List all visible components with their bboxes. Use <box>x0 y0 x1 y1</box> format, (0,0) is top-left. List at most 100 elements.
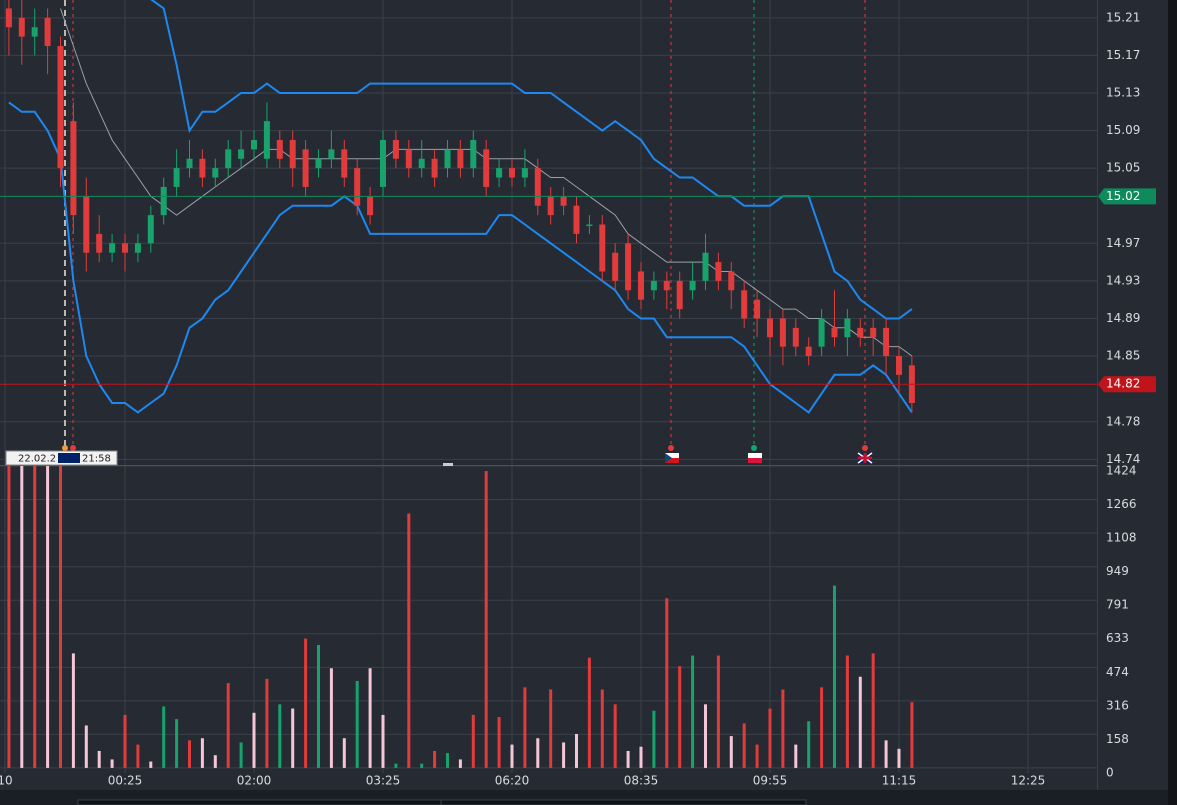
candle-body <box>289 139 296 169</box>
candle-body <box>444 149 451 169</box>
candle-body <box>5 8 12 28</box>
event-dot[interactable] <box>70 445 76 451</box>
volume-bar <box>665 598 669 768</box>
y-tick-label: 15.17 <box>1106 48 1140 62</box>
x-tick-label: 00:25 <box>108 774 143 788</box>
candle-body <box>302 149 309 187</box>
y-tick-label: 14.78 <box>1106 414 1140 428</box>
candle-body <box>625 243 632 291</box>
flag-cz[interactable] <box>665 453 679 463</box>
candle-body <box>57 46 64 169</box>
candle-body <box>276 139 283 159</box>
candle-body <box>857 327 864 338</box>
candle-body <box>870 327 877 338</box>
candle-body <box>405 149 412 169</box>
volume-bar <box>394 763 398 768</box>
candle-body <box>496 168 503 178</box>
y-tick-label: 14.93 <box>1106 273 1140 287</box>
candle-body <box>534 168 541 206</box>
candle-body <box>676 280 683 310</box>
x-tick-label: 10 <box>0 774 13 788</box>
y-tick-label: 15.13 <box>1106 86 1140 100</box>
bollinger-band <box>150 0 913 320</box>
volume-bar <box>613 704 617 768</box>
x-tick-label: 11:15 <box>882 774 917 788</box>
price-badge <box>1098 376 1156 393</box>
volume-bar <box>20 466 24 768</box>
volume-bar <box>381 714 385 768</box>
event-dot[interactable] <box>751 445 757 451</box>
candle-body <box>689 280 696 291</box>
y-tick-label: 949 <box>1106 564 1129 578</box>
volume-bar <box>755 744 759 768</box>
volume-bar <box>729 736 733 768</box>
volume-bar <box>213 755 217 768</box>
candle-body <box>31 27 38 37</box>
volume-bar <box>807 721 811 768</box>
candle-body <box>315 158 322 169</box>
price-label: 14.82 <box>1106 377 1140 391</box>
volume-bar <box>175 719 179 768</box>
x-tick-label: 12:25 <box>1011 774 1046 788</box>
event-dot[interactable] <box>62 445 68 451</box>
volume-bar <box>678 666 682 768</box>
volume-bar <box>316 644 320 768</box>
volume-bar <box>639 746 643 768</box>
y-tick-label: 474 <box>1106 665 1129 679</box>
candle-body <box>547 196 554 216</box>
volume-bar <box>497 717 501 768</box>
candle-body <box>109 243 116 253</box>
volume-bar <box>691 655 695 768</box>
y-tick-label: 158 <box>1106 732 1129 746</box>
bollinger-band <box>8 101 913 414</box>
y-tick-label: 15.09 <box>1106 123 1140 137</box>
volume-bar <box>458 759 462 768</box>
flag-pl[interactable] <box>748 453 762 463</box>
candle-body <box>341 149 348 178</box>
y-tick-label: 14.85 <box>1106 349 1140 363</box>
flag-gb[interactable] <box>857 452 873 464</box>
panel-handle[interactable] <box>443 463 453 466</box>
y-tick-label: 14.97 <box>1106 236 1140 250</box>
candle-body <box>521 168 528 178</box>
volume-bar <box>445 753 449 768</box>
volume-bar <box>523 687 527 768</box>
volume-bar <box>355 680 359 768</box>
cursor-time: 21:58 <box>82 454 111 465</box>
candle-body <box>160 186 167 216</box>
volume-bar <box>226 683 230 768</box>
volume-bar <box>252 712 256 768</box>
x-tick-label: 09:55 <box>753 774 788 788</box>
candle-body <box>367 196 374 216</box>
volume-bar <box>329 668 333 768</box>
candle-body <box>663 280 670 291</box>
candle-body <box>792 327 799 347</box>
event-dot[interactable] <box>862 445 868 451</box>
grid <box>0 0 1097 773</box>
volume-bar <box>845 655 849 768</box>
volume-bar <box>587 657 591 768</box>
volume-bar <box>46 466 50 768</box>
candle-body <box>379 139 386 187</box>
volume-bar <box>97 750 101 768</box>
y-tick-label: 633 <box>1106 631 1129 645</box>
event-dot[interactable] <box>668 445 674 451</box>
volume-bar <box>832 585 836 768</box>
candle-body <box>431 158 438 178</box>
candle-body <box>715 262 722 281</box>
candle-body <box>818 318 825 347</box>
candle-body <box>895 356 902 375</box>
volume-panel <box>7 466 914 768</box>
candle-body <box>831 327 838 338</box>
candle-body <box>212 168 219 178</box>
volume-bar <box>368 668 372 768</box>
candle-body <box>599 224 606 272</box>
candle-body <box>250 139 257 150</box>
candle-body <box>637 271 644 300</box>
candle-body <box>238 149 245 159</box>
volume-bar <box>33 466 37 768</box>
candle-body <box>779 318 786 347</box>
volume-bar <box>265 678 269 768</box>
x-tick-label: 03:25 <box>366 774 401 788</box>
